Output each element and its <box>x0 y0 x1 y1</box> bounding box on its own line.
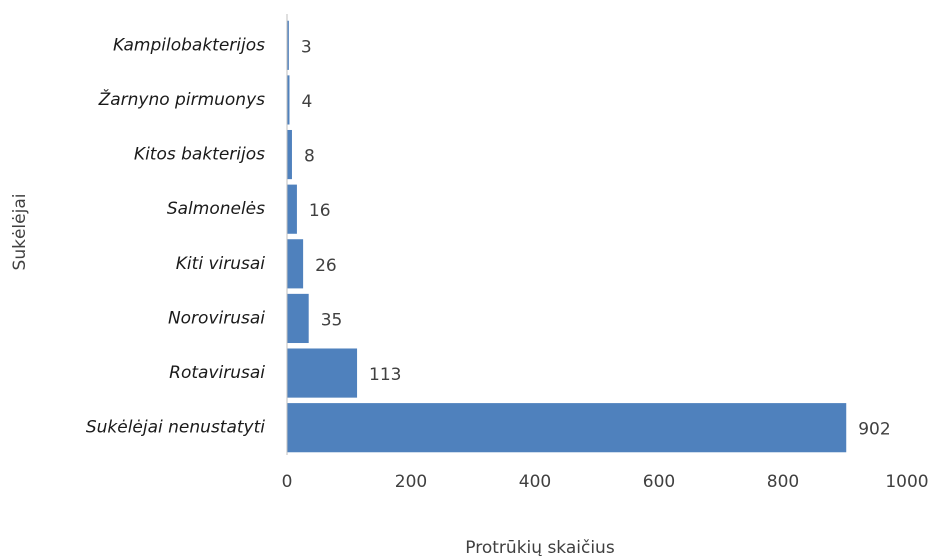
data-label: 902 <box>858 420 890 440</box>
data-label: 35 <box>321 310 343 330</box>
x-tick-label: 1000 <box>885 472 928 492</box>
data-label: 26 <box>315 256 337 276</box>
y-tick-label: Rotavirusai <box>169 363 265 383</box>
bar <box>287 20 289 70</box>
x-tick-label: 600 <box>643 472 675 492</box>
data-label: 16 <box>309 201 331 221</box>
bar <box>287 239 304 289</box>
bar <box>287 75 290 125</box>
y-axis-label: Sukėlėjai <box>10 194 30 271</box>
x-tick-label: 400 <box>519 472 551 492</box>
data-label: 3 <box>301 37 312 57</box>
data-label: 113 <box>369 365 401 385</box>
x-tick-label: 800 <box>767 472 799 492</box>
bar <box>287 129 292 180</box>
y-tick-label: Kiti virusai <box>176 254 265 274</box>
bar <box>287 403 847 453</box>
x-tick-label: 200 <box>395 472 427 492</box>
bar <box>287 293 309 344</box>
y-tick-label: Žarnyno pirmuonys <box>98 88 266 110</box>
y-tick-label: Sukėlėjai nenustatyti <box>86 418 265 438</box>
y-tick-label: Norovirusai <box>168 308 265 328</box>
x-tick-label: 0 <box>282 472 293 492</box>
data-label: 8 <box>304 147 315 167</box>
y-tick-label: Kitos bakterijos <box>134 145 265 165</box>
data-label: 4 <box>301 92 312 112</box>
y-tick-label: Salmonelės <box>167 199 265 219</box>
bar <box>287 348 358 398</box>
bar <box>287 184 297 234</box>
x-axis-label: Protrūkių skaičius <box>465 538 615 558</box>
y-tick-label: Kampilobakterijos <box>113 35 265 55</box>
